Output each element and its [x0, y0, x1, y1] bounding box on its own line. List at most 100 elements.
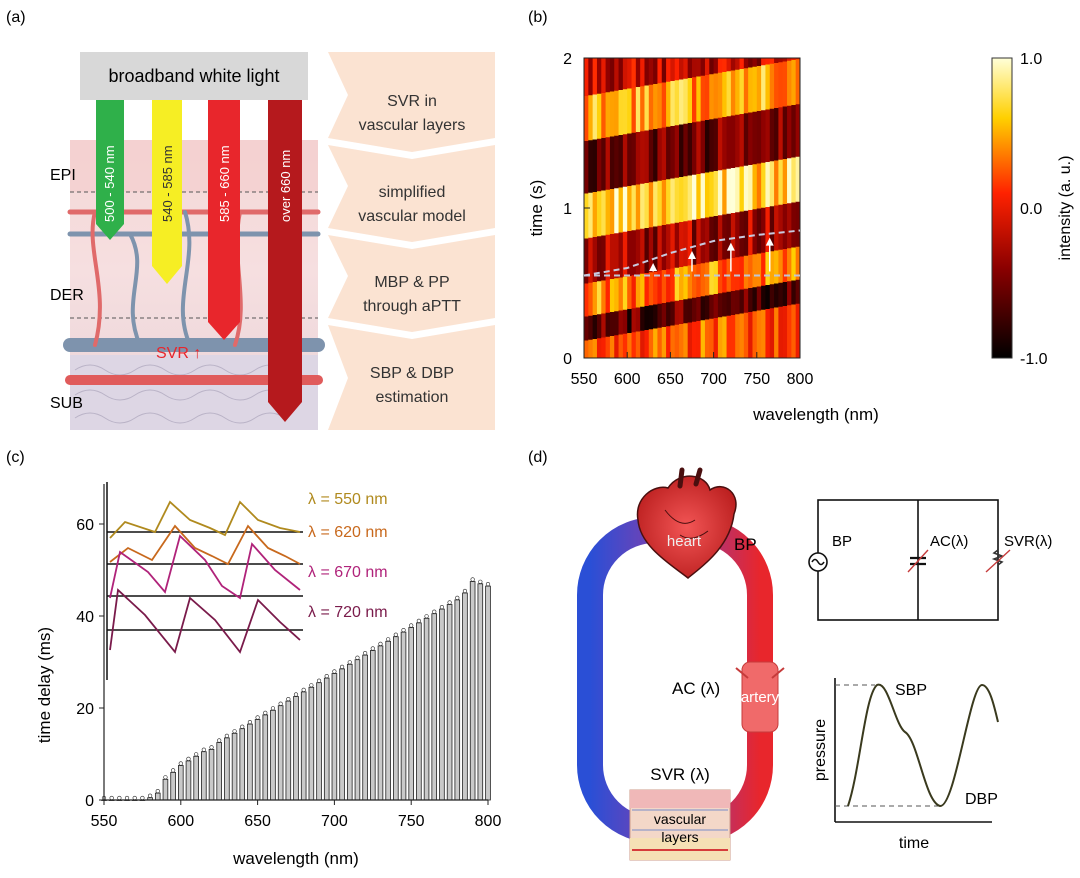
heatmap-cell: [752, 163, 758, 210]
heatmap-cell: [735, 289, 741, 315]
heatmap-cell: [674, 324, 680, 359]
heatmap-cell: [765, 161, 771, 207]
artery-label: artery: [741, 689, 780, 706]
heatmap-x-tick-label: 700: [700, 371, 727, 388]
heatmap-cell: [596, 93, 602, 139]
bar-error-cap: [393, 632, 398, 637]
heatmap-cell: [778, 306, 784, 359]
bar-error-cap: [247, 720, 253, 725]
heatmap-cell: [700, 120, 706, 174]
heatmap-cell: [778, 249, 784, 283]
heatmap-cell: [679, 299, 684, 324]
bar-error-cap: [347, 660, 352, 665]
heatmap-cell: [605, 312, 611, 337]
bar: [178, 765, 184, 801]
heatmap-cell: [787, 280, 792, 306]
heatmap-cell: [761, 285, 766, 310]
heatmap-cell: [640, 330, 645, 359]
panel-a-figure: (a) EPI DER SUB broa: [6, 9, 495, 430]
bar: [308, 686, 315, 801]
heatmap-cell: [648, 129, 654, 183]
heatmap-cell: [657, 327, 663, 359]
heatmap-cell: [726, 168, 732, 214]
heatmap-cell: [692, 76, 697, 123]
step-2-line-1: simplified: [379, 184, 446, 201]
heatmap-cell: [730, 290, 736, 315]
heatmap-cell: [704, 295, 710, 320]
bar-error-cap: [401, 628, 406, 633]
heatmap-cell: [748, 58, 753, 68]
colorbar-label: intensity (a. u.): [1057, 156, 1074, 261]
bar: [300, 691, 307, 801]
heatmap-cell: [631, 132, 637, 186]
bar: [462, 592, 468, 801]
heatmap-cell: [782, 106, 788, 159]
heatmap-cell: [692, 219, 697, 265]
heatmap-cell: [592, 281, 598, 315]
panel-c-label: (c): [6, 449, 25, 466]
heatmap-cell: [674, 124, 680, 178]
heatmap-cell: [666, 301, 671, 327]
heatmap-cell: [782, 61, 788, 107]
heatmap-cell: [704, 319, 710, 359]
heatmap-cell: [743, 58, 749, 69]
bar-error-cap: [332, 669, 337, 674]
heatmap-cell: [795, 156, 801, 202]
heatmap-cell: [739, 256, 745, 290]
heatmap-cell: [743, 210, 749, 256]
heatmap-cell: [618, 89, 624, 135]
heatmap-cell: [735, 256, 741, 291]
heatmap-cell: [769, 307, 775, 359]
heatmap-cell: [666, 223, 671, 270]
heatmap-cell: [653, 271, 658, 305]
heatmap-cell: [661, 127, 667, 180]
heatmap-cell: [674, 300, 680, 325]
bar: [224, 737, 230, 801]
heatmap-cell: [588, 339, 594, 359]
heatmap-cell: [692, 321, 697, 359]
heatmap-cell: [614, 187, 620, 234]
heatmap-cell: [605, 91, 611, 138]
heatmap-cell: [787, 304, 792, 359]
heatmap-cell: [640, 306, 645, 331]
bar: [469, 581, 476, 801]
heatmap-cell: [644, 130, 650, 183]
heatmap-cell: [739, 289, 745, 314]
heatmap-cell: [752, 310, 758, 359]
heatmap-cell: [700, 319, 706, 359]
heatmap-cell: [674, 177, 680, 223]
panel-d-label: (d): [528, 449, 548, 466]
heatmap-cell: [596, 235, 602, 282]
waveform-550: [109, 500, 301, 539]
heatmap-cell: [627, 230, 633, 276]
bar-error-cap: [217, 738, 222, 743]
bar-error-cap: [485, 582, 491, 587]
heatmap-cell: [661, 269, 667, 303]
heatmap-cell: [782, 158, 788, 204]
heatmap-cell: [735, 313, 741, 359]
bar: [431, 613, 438, 801]
heatmap-cell: [761, 162, 766, 208]
heatmap-y-tick-label: 0: [563, 351, 572, 368]
heatmap-y-tick-label: 2: [563, 51, 572, 68]
light-source-label: broadband white light: [108, 66, 279, 86]
heatmap-cell: [709, 58, 715, 75]
heatmap-cell: [640, 58, 645, 87]
bar-error-cap: [370, 646, 375, 651]
step-4-line-2: estimation: [376, 389, 449, 406]
heatmap-cell: [696, 58, 702, 77]
bar-x-tick-label: 700: [321, 813, 348, 830]
heatmap-cell: [752, 286, 758, 312]
heatmap-cell: [622, 133, 628, 187]
bar: [385, 640, 391, 801]
vascular-label-1: vascular: [654, 811, 706, 827]
heatmap-cell: [584, 238, 589, 284]
heatmap-cell: [774, 307, 779, 359]
heatmap-cell: [627, 58, 633, 89]
heatmap-cell: [717, 214, 723, 261]
bar: [208, 748, 215, 801]
arrow-500-540: 500 - 540 nm: [96, 100, 124, 240]
heatmap-cell: [761, 309, 766, 359]
heatmap-cell: [765, 284, 771, 309]
heatmap-cell: [756, 163, 762, 209]
